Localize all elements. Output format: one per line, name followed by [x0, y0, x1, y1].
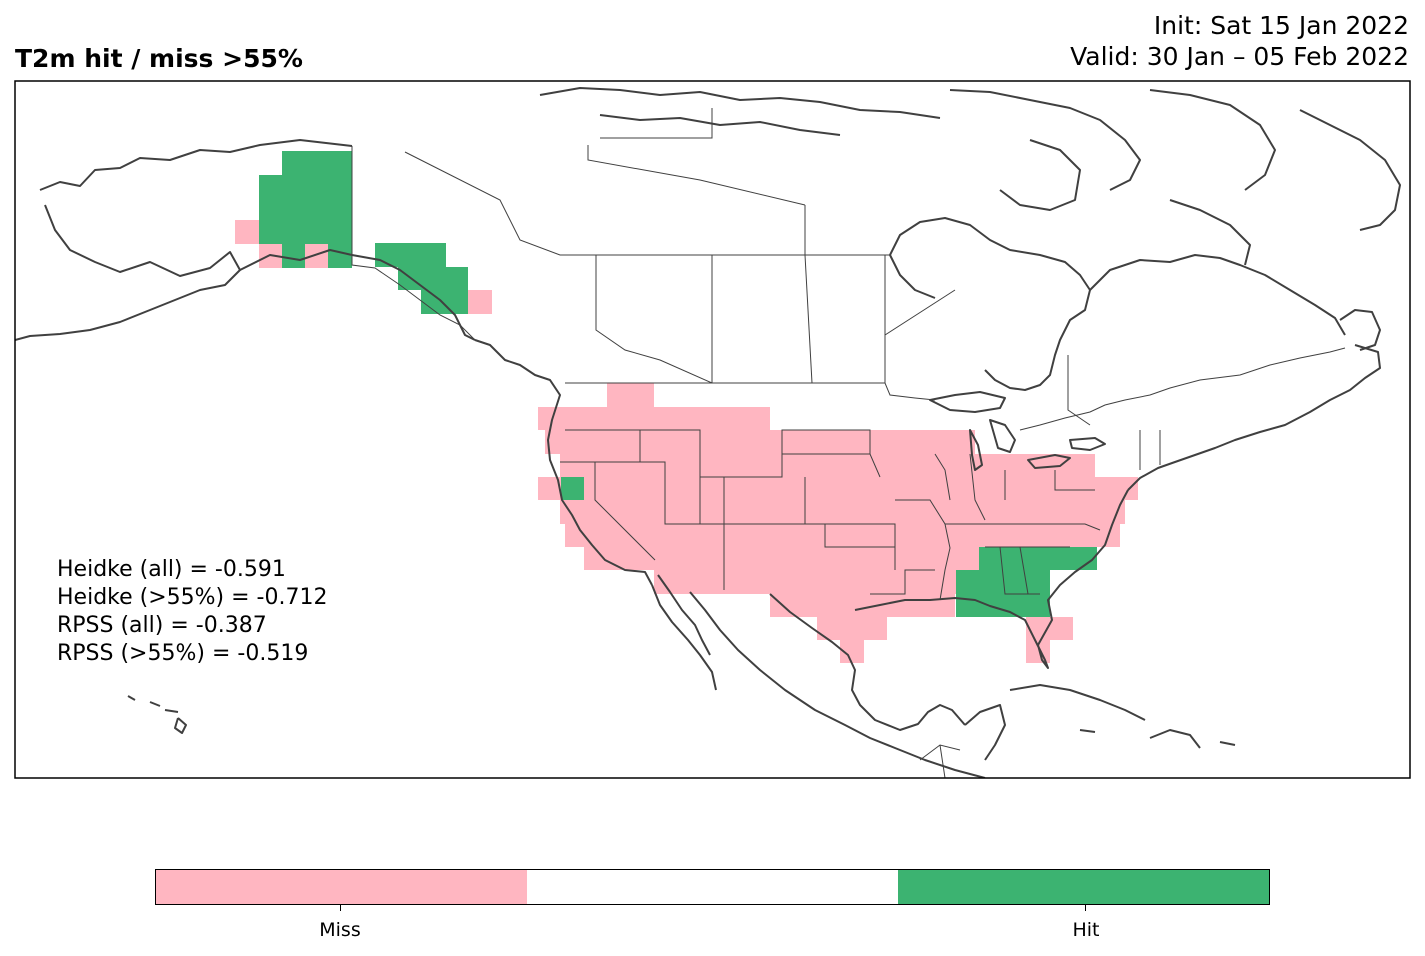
colorbar-miss — [156, 870, 527, 904]
colorbar-neutral — [527, 870, 898, 904]
colorbar-label-miss: Miss — [319, 919, 361, 941]
skill-scores: Heidke (all) = -0.591 Heidke (>55%) = -0… — [57, 556, 327, 668]
miss-cells — [235, 220, 1138, 663]
political-boundaries — [351, 108, 1346, 778]
colorbar-tick-hit — [1085, 905, 1086, 911]
coastlines — [15, 87, 1401, 778]
map-frame — [14, 80, 1411, 779]
heidke-all: Heidke (all) = -0.591 — [57, 557, 286, 582]
colorbar-label-hit: Hit — [1072, 919, 1100, 941]
map-title: T2m hit / miss >55% — [15, 44, 303, 73]
colorbar-tick-miss — [340, 905, 341, 911]
forecast-map — [14, 80, 1411, 779]
hit-cells — [259, 151, 1097, 617]
date-info: Init: Sat 15 Jan 2022 Valid: 30 Jan – 05… — [1070, 10, 1409, 72]
init-date: Init: Sat 15 Jan 2022 — [1153, 11, 1409, 40]
rpss-all: RPSS (all) = -0.387 — [57, 613, 267, 638]
colorbar — [155, 869, 1270, 905]
rpss-55: RPSS (>55%) = -0.519 — [57, 641, 309, 666]
valid-date: Valid: 30 Jan – 05 Feb 2022 — [1070, 42, 1409, 71]
heidke-55: Heidke (>55%) = -0.712 — [57, 585, 328, 610]
colorbar-hit — [898, 870, 1269, 904]
